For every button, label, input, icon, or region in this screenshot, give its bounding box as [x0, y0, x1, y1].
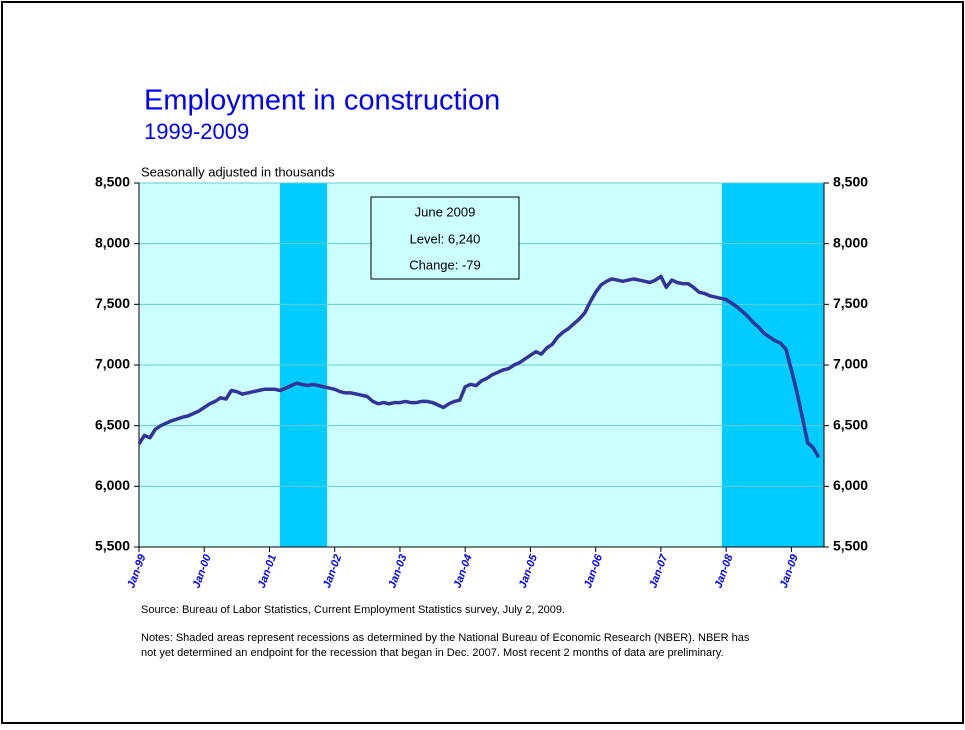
y-tick-label: 8,000: [95, 234, 130, 250]
notes: not yet determined an endpoint for the r…: [141, 647, 724, 659]
y-tick-label: 6,500: [95, 416, 130, 432]
chart-title: Employment in construction: [144, 85, 500, 117]
chart-subtitle: 1999-2009: [144, 119, 249, 144]
y2-tick-label: 7,500: [833, 295, 868, 311]
y-tick-label: 7,500: [95, 295, 130, 311]
annotation-box: [370, 196, 520, 280]
annotation-text: Change: -79: [409, 257, 481, 272]
annotation-text: Level: 6,240: [410, 231, 481, 246]
y2-tick-label: 6,500: [833, 416, 868, 432]
y-tick-label: 8,500: [95, 174, 130, 190]
y2-tick-label: 8,000: [833, 234, 868, 250]
source-note: Source: Bureau of Labor Statistics, Curr…: [141, 604, 565, 616]
y2-tick-label: 5,500: [833, 538, 868, 554]
y-axis-label: Seasonally adjusted in thousands: [141, 164, 335, 179]
y2-tick-label: 6,000: [833, 477, 868, 493]
y2-tick-label: 8,500: [833, 174, 868, 190]
notes: Notes: Shaded areas represent recessions…: [141, 632, 750, 644]
y-tick-label: 7,000: [95, 356, 130, 372]
data-line: [137, 274, 821, 459]
y-tick-label: 6,000: [95, 477, 130, 493]
y2-tick-label: 7,000: [833, 356, 868, 372]
y-tick-label: 5,500: [95, 538, 130, 554]
annotation-text: June 2009: [415, 204, 476, 219]
